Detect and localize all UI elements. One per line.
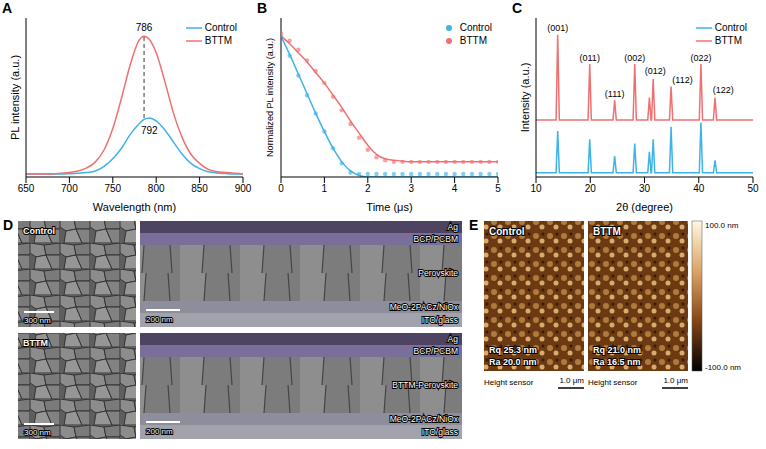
svg-text:(001): (001) <box>547 23 568 33</box>
svg-text:10: 10 <box>530 183 542 194</box>
svg-text:(112): (112) <box>672 75 692 85</box>
svg-text:Ra 20.0 nm: Ra 20.0 nm <box>489 357 537 367</box>
svg-text:650: 650 <box>18 183 35 194</box>
svg-text:Rq 25.3 nm: Rq 25.3 nm <box>489 345 537 355</box>
svg-text:30: 30 <box>639 183 651 194</box>
svg-text:(111): (111) <box>605 89 625 99</box>
svg-text:786: 786 <box>136 22 153 33</box>
svg-text:Height sensor: Height sensor <box>588 378 638 387</box>
svg-text:2: 2 <box>365 183 371 194</box>
svg-text:Wavelength (nm): Wavelength (nm) <box>93 201 176 213</box>
svg-text:5: 5 <box>495 183 501 194</box>
svg-text:BCP/PCBM: BCP/PCBM <box>414 346 458 356</box>
svg-text:(012): (012) <box>645 66 666 76</box>
html-text:Control: Control <box>714 22 747 33</box>
svg-text:BTTM: BTTM <box>23 338 48 348</box>
svg-text:0: 0 <box>278 183 284 194</box>
svg-text:300 nm: 300 nm <box>24 316 51 325</box>
svg-text:900: 900 <box>235 183 252 194</box>
svg-text:200 nm: 200 nm <box>146 427 173 436</box>
svg-text:(002): (002) <box>624 53 645 63</box>
svg-text:Intensity (a.u.): Intensity (a.u.) <box>519 63 531 133</box>
svg-text:Perovskite: Perovskite <box>418 268 458 278</box>
svg-text:100.0 nm: 100.0 nm <box>705 221 739 230</box>
svg-text:Normalized PL intensity (a.u.): Normalized PL intensity (a.u.) <box>265 38 275 157</box>
svg-text:Ra 16.5 nm: Ra 16.5 nm <box>593 357 641 367</box>
svg-text:4: 4 <box>452 183 458 194</box>
svg-text:MeO-2PACz/NiOx: MeO-2PACz/NiOx <box>390 414 459 424</box>
svg-text:BTTM: BTTM <box>593 226 621 237</box>
svg-text:Control: Control <box>23 226 55 236</box>
html-text:BTTM: BTTM <box>204 35 232 46</box>
svg-text:BTTM-Perovskite: BTTM-Perovskite <box>392 380 458 390</box>
svg-text:(011): (011) <box>580 53 600 63</box>
svg-text:BCP/PCBM: BCP/PCBM <box>414 234 458 244</box>
html-text:BTTM: BTTM <box>714 35 742 46</box>
svg-text:PL intensity (a.u.): PL intensity (a.u.) <box>9 55 21 140</box>
svg-text:MeO-2PACz/NiOx: MeO-2PACz/NiOx <box>390 302 459 312</box>
svg-text:(122): (122) <box>713 85 734 95</box>
svg-text:200 nm: 200 nm <box>146 315 173 324</box>
svg-text:E: E <box>469 217 478 233</box>
svg-text:Height sensor: Height sensor <box>484 378 534 387</box>
html-text:BTTM: BTTM <box>459 35 487 46</box>
svg-text:750: 750 <box>104 183 121 194</box>
html-text:B: B <box>257 0 268 16</box>
svg-text:792: 792 <box>141 125 158 136</box>
html-text:A: A <box>2 0 13 16</box>
svg-text:Control: Control <box>489 226 525 237</box>
html-text:Control: Control <box>459 22 492 33</box>
svg-text:40: 40 <box>693 183 705 194</box>
svg-text:1.0 μm: 1.0 μm <box>663 376 688 385</box>
svg-text:850: 850 <box>191 183 208 194</box>
svg-text:1: 1 <box>322 183 328 194</box>
svg-text:2θ (degree): 2θ (degree) <box>616 201 673 213</box>
svg-text:ITO/glass: ITO/glass <box>422 315 458 325</box>
html-text:Control: Control <box>204 22 237 33</box>
svg-text:ITO/glass: ITO/glass <box>422 427 458 437</box>
html-text:C: C <box>512 0 523 16</box>
svg-text:800: 800 <box>148 183 165 194</box>
svg-text:Ag: Ag <box>448 222 459 232</box>
svg-text:3: 3 <box>408 183 414 194</box>
svg-text:Time (μs): Time (μs) <box>366 201 412 213</box>
svg-text:300 nm: 300 nm <box>24 428 51 437</box>
svg-text:700: 700 <box>61 183 78 194</box>
svg-text:1.0 μm: 1.0 μm <box>559 376 584 385</box>
svg-text:-100.0 nm: -100.0 nm <box>705 363 741 372</box>
svg-text:D: D <box>3 217 13 233</box>
svg-text:50: 50 <box>747 183 759 194</box>
svg-text:(022): (022) <box>690 53 711 63</box>
svg-text:20: 20 <box>585 183 597 194</box>
svg-text:Rq 21.0 nm: Rq 21.0 nm <box>593 345 641 355</box>
svg-text:Ag: Ag <box>448 334 459 344</box>
